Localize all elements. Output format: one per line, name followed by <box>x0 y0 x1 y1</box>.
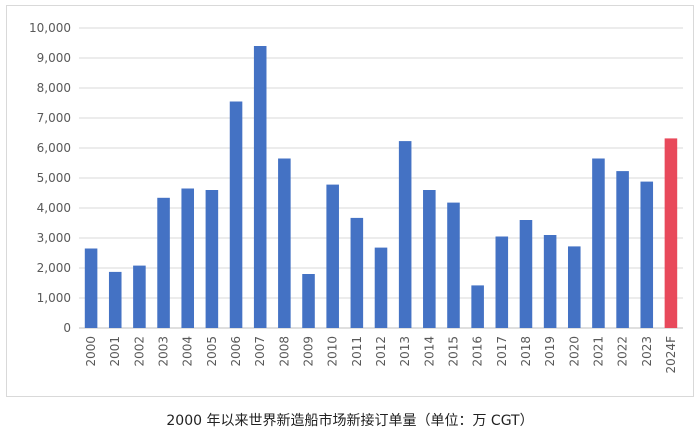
x-tick-label: 2009 <box>302 336 316 367</box>
bar-2001 <box>108 271 122 328</box>
x-tick-label: 2019 <box>543 336 557 367</box>
bar-2014 <box>423 190 436 328</box>
x-tick-label: 2023 <box>640 336 654 367</box>
bar-2005 <box>205 190 219 328</box>
bar-chart: 0 1,000 2,000 3,000 4,000 5,000 6,000 7,000 8,00… <box>29 21 683 374</box>
y-axis-ticks: 0 1,000 2,000 3,000 4,000 5,000 6,000 7,000 8,00… <box>29 21 71 335</box>
x-tick-label: 2014 <box>422 336 436 367</box>
x-tick-label: 2013 <box>398 336 412 367</box>
chart-caption: 2000 年以来世界新造船市场新接订单量（单位：万 CGT） <box>166 413 534 429</box>
bar-2009 <box>302 274 315 328</box>
x-tick-label: 2011 <box>350 336 364 367</box>
bar-2012 <box>374 247 388 328</box>
x-tick-label: 2024F <box>664 336 678 374</box>
bar-2023 <box>640 181 654 328</box>
bar-2007 <box>253 46 267 328</box>
bar-2011 <box>350 217 364 328</box>
x-tick-label: 2016 <box>471 336 485 367</box>
x-tick-label: 2007 <box>253 336 267 367</box>
bar-2002 <box>133 265 146 328</box>
bar-2018 <box>519 220 533 328</box>
bar-2008 <box>278 158 291 328</box>
x-tick-label: 2004 <box>181 336 195 367</box>
x-tick-label: 2017 <box>495 336 509 367</box>
y-tick-label: 10,000 <box>29 21 71 35</box>
y-tick-label: 1,000 <box>37 291 71 305</box>
y-tick-label: 8,000 <box>37 81 71 95</box>
bars <box>84 46 678 328</box>
x-tick-label: 2008 <box>277 336 291 367</box>
x-tick-label: 2005 <box>205 336 219 367</box>
x-tick-label: 2012 <box>374 336 388 367</box>
y-tick-label: 3,000 <box>37 231 71 245</box>
x-tick-label: 2003 <box>157 336 171 367</box>
gridlines <box>79 27 683 329</box>
y-tick-label: 7,000 <box>37 111 71 125</box>
bar-2004 <box>181 188 195 328</box>
x-tick-label: 2022 <box>616 336 630 367</box>
y-tick-label: 4,000 <box>37 201 71 215</box>
bar-2006 <box>229 101 243 328</box>
y-tick-label: 6,000 <box>37 141 71 155</box>
y-tick-label: 0 <box>63 321 71 335</box>
bar-2017 <box>495 236 509 328</box>
bar-2000 <box>84 248 98 328</box>
bar-2013 <box>398 141 412 328</box>
y-tick-label: 2,000 <box>37 261 71 275</box>
bar-2022 <box>616 171 629 328</box>
x-tick-label: 2002 <box>132 336 146 367</box>
bar-2024F <box>664 138 678 328</box>
x-tick-label: 2018 <box>519 336 533 367</box>
bar-2019 <box>543 235 557 328</box>
x-tick-label: 2010 <box>326 336 340 367</box>
bar-2020 <box>567 246 581 328</box>
y-tick-label: 9,000 <box>37 51 71 65</box>
bar-2015 <box>447 202 460 328</box>
x-tick-label: 2020 <box>567 336 581 367</box>
x-tick-label: 2001 <box>108 336 122 367</box>
x-tick-label: 2006 <box>229 336 243 367</box>
x-tick-label: 2000 <box>84 336 98 367</box>
y-tick-label: 5,000 <box>37 171 71 185</box>
x-tick-label: 2015 <box>446 336 460 367</box>
chart-frame: 0 1,000 2,000 3,000 4,000 5,000 6,000 7,000 8,00… <box>6 5 694 397</box>
x-axis-ticks: 2000 2001 2002 2003 2004 2005 2006 2007 2008 2009… <box>84 336 678 374</box>
bar-2010 <box>326 184 339 328</box>
bar-2016 <box>471 285 484 328</box>
bar-2003 <box>157 197 170 328</box>
bar-2021 <box>592 158 605 328</box>
x-tick-label: 2021 <box>591 336 605 367</box>
